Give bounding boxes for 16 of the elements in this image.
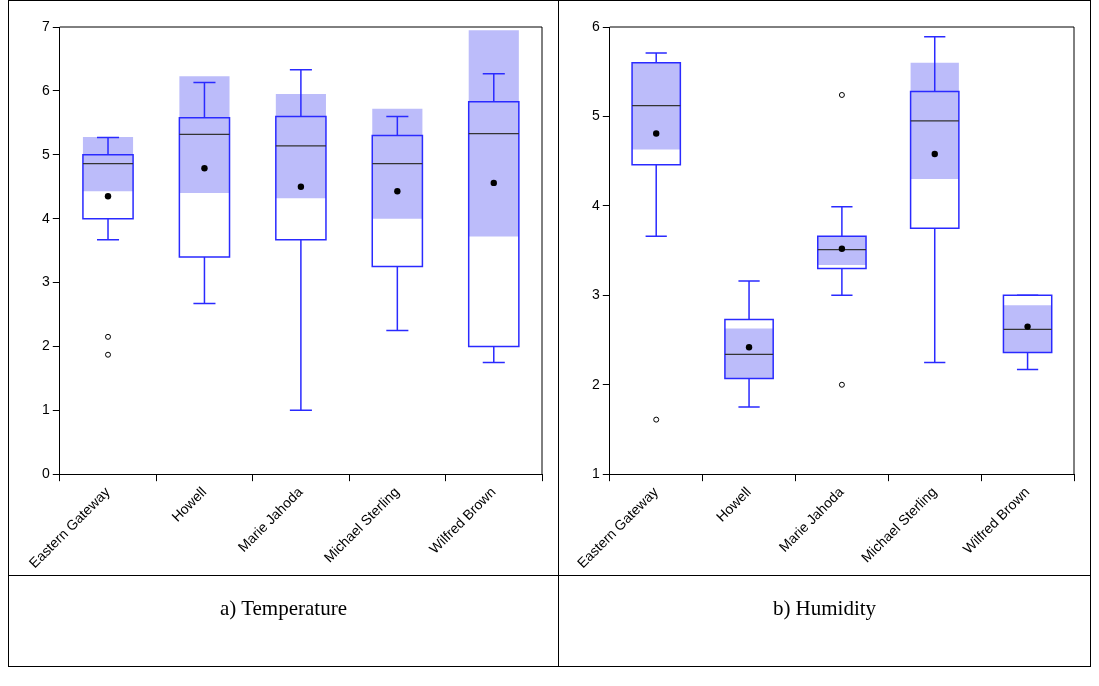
y-tick-label: 0 — [41, 465, 50, 482]
y-tick-label: 6 — [41, 81, 50, 98]
y-tick-label: 6 — [591, 17, 600, 34]
y-tick-label: 2 — [41, 337, 50, 354]
y-tick-label: 1 — [41, 401, 50, 418]
y-tick-label: 4 — [591, 196, 600, 213]
y-tick-label: 1 — [591, 465, 600, 482]
text: a) Temperature — [8, 575, 559, 667]
y-tick-label: 2 — [591, 375, 600, 392]
y-tick-label: 5 — [591, 107, 600, 124]
y-tick-label: 4 — [41, 209, 50, 226]
y-tick-label: 5 — [41, 145, 50, 162]
y-tick-label: 3 — [591, 286, 600, 303]
y-tick-label: 3 — [41, 273, 50, 290]
text: b) Humidity — [558, 575, 1091, 667]
y-tick-label: 7 — [41, 17, 50, 34]
